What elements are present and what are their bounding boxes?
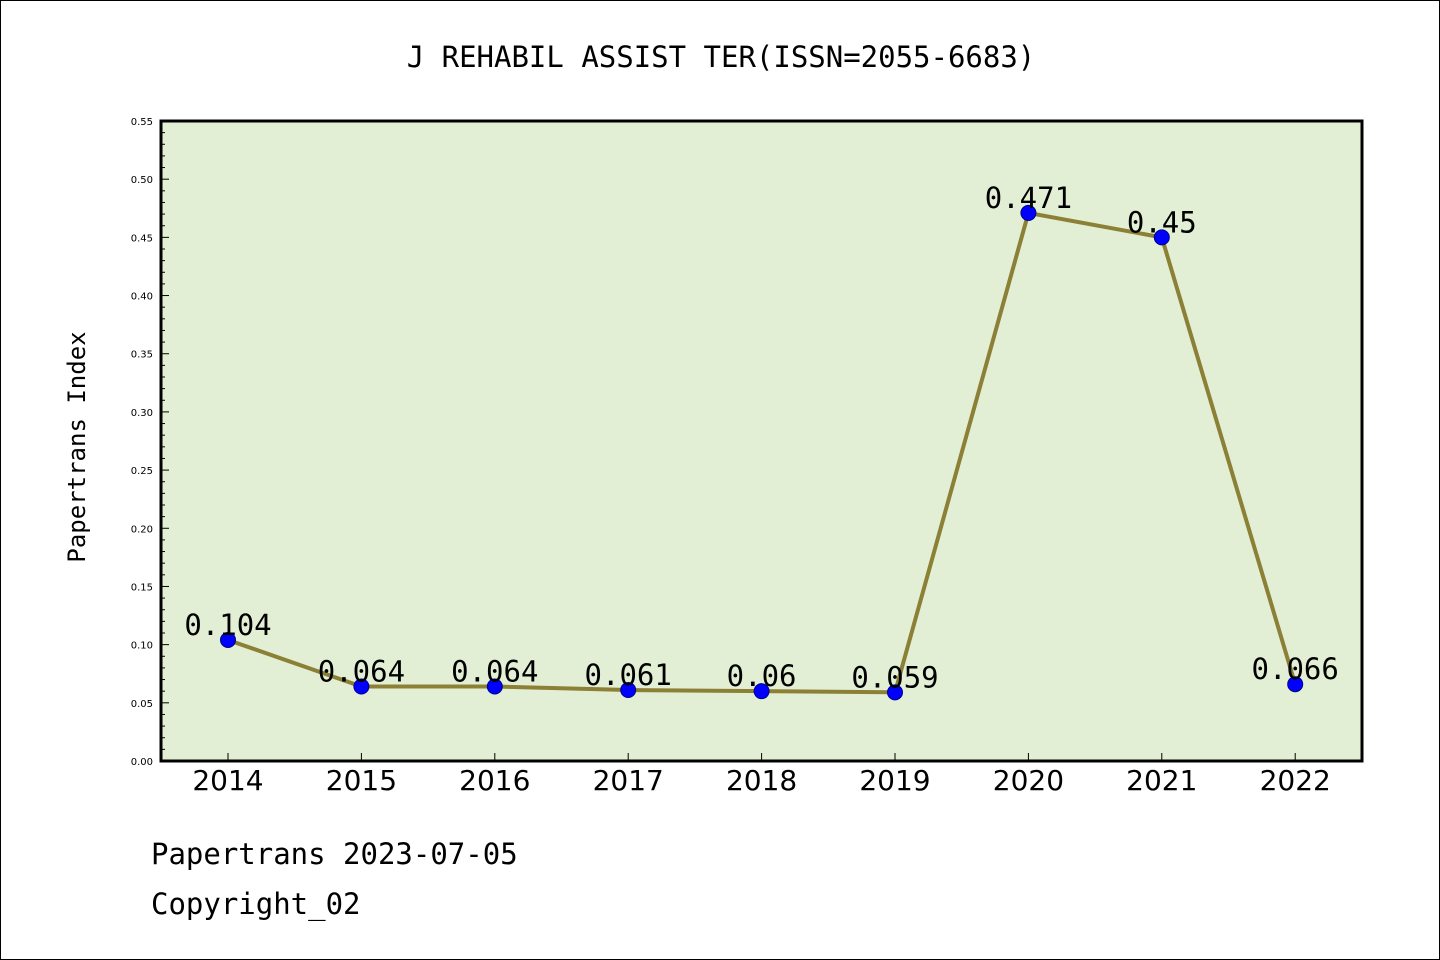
x-axis-ticks: 2014 2015 2016 2017 2018 2019 2020 2021 2022 [192,753,1331,797]
y-tick-label: 0.50 [131,175,153,186]
data-label: 0.064 [451,655,538,689]
data-point-marker [620,682,637,699]
data-label: 0.45 [1127,205,1197,239]
data-point-marker [1287,676,1304,693]
data-point-marker [220,631,236,648]
y-tick-label: 0.00 [131,757,153,768]
data-label: 0.104 [184,608,271,642]
data-point-marker [1020,204,1037,221]
x-tick-label: 2017 [593,764,664,797]
data-label: 0.06 [727,659,797,693]
x-tick-label: 2014 [192,764,263,797]
x-tick-label: 2018 [726,764,797,797]
data-point-marker [1153,229,1170,246]
x-tick-label: 2015 [326,764,397,797]
plot-area [159,119,1364,763]
footer-copyright: Copyright_02 [151,887,361,921]
x-tick-label: 2022 [1260,764,1331,797]
data-label: 0.059 [851,660,938,694]
data-points [220,204,1304,701]
y-tick-label: 0.30 [131,408,153,419]
data-label: 0.471 [985,181,1072,215]
data-label: 0.066 [1252,652,1339,686]
x-tick-label: 2016 [459,764,530,797]
data-label: 0.064 [318,655,405,689]
data-labels: 0.104 0.064 0.064 0.061 0.06 0.059 0.471 0.45 0.… [184,181,1339,694]
y-tick-label: 0.05 [131,699,153,710]
y-axis-ticks: 0.00 0.05 0.10 0.15 0.20 0.25 0.30 0.35 0.40 0.45… [131,117,169,768]
data-point-marker [353,678,370,695]
y-tick-label: 0.40 [131,292,153,303]
y-tick-label: 0.55 [131,117,153,128]
footer-date: Papertrans 2023-07-05 [151,837,518,871]
data-label: 0.061 [585,658,672,692]
y-tick-label: 0.35 [131,350,153,361]
x-tick-label: 2020 [993,764,1064,797]
x-tick-label: 2021 [1126,764,1197,797]
data-point-marker [486,678,503,695]
y-axis-label: Papertrans Index [63,331,91,562]
data-point-marker [887,684,903,701]
x-tick-label: 2019 [859,764,930,797]
y-tick-label: 0.15 [131,582,153,593]
y-tick-label: 0.45 [131,233,153,244]
chart-title: J REHABIL ASSIST TER(ISSN=2055-6683) [407,40,1036,74]
data-point-marker [753,683,770,700]
y-tick-label: 0.10 [131,641,153,652]
y-tick-label: 0.20 [131,524,153,535]
y-tick-label: 0.25 [131,466,153,477]
